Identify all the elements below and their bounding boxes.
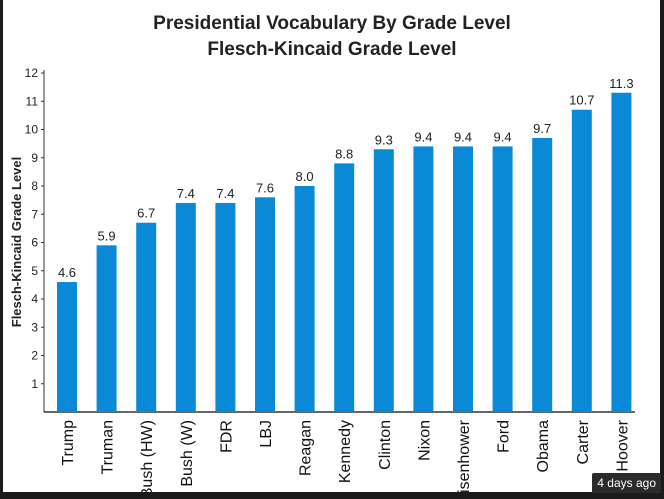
category-label: Trump: [60, 420, 77, 466]
data-label: 4.6: [58, 265, 76, 280]
category-label: Clinton: [377, 420, 394, 470]
bar: [611, 92, 632, 413]
chart-title: Presidential Vocabulary By Grade Level: [153, 13, 511, 34]
bar: [532, 137, 553, 412]
category-label: Ford: [496, 420, 513, 453]
category-label: Obama: [535, 420, 552, 473]
data-label: 9.4: [454, 129, 472, 144]
category-label: Bush (HW): [139, 420, 156, 492]
bar: [57, 282, 77, 412]
bar: [294, 186, 315, 412]
category-label: Truman: [100, 420, 117, 475]
category-label: Eisenhower: [456, 419, 473, 492]
bar: [255, 197, 275, 412]
data-label: 10.7: [569, 93, 594, 108]
bar: [571, 109, 592, 412]
chart-subtitle: Flesch-Kincaid Grade Level: [207, 39, 456, 60]
y-tick-label: 1: [31, 377, 38, 391]
y-tick-label: 7: [31, 207, 38, 221]
data-label: 7.6: [256, 180, 274, 195]
category-label: Kennedy: [337, 420, 354, 483]
bar: [373, 149, 394, 412]
data-label: 11.3: [609, 76, 633, 91]
category-label: Nixon: [416, 420, 433, 461]
category-label: Carter: [575, 419, 592, 464]
data-label: 5.9: [98, 228, 116, 243]
data-label: 9.4: [494, 129, 512, 144]
bar: [492, 146, 513, 412]
bar: [413, 146, 434, 412]
data-label: 9.7: [533, 121, 551, 136]
y-tick-label: 5: [31, 264, 38, 278]
data-label: 9.4: [414, 129, 432, 144]
bar: [136, 222, 157, 412]
data-label: 8.8: [335, 146, 353, 161]
bar-chart: Presidential Vocabulary By Grade Level F…: [9, 13, 635, 492]
data-label: 6.7: [137, 206, 155, 221]
chart-panel: Presidential Vocabulary By Grade Level F…: [3, 0, 660, 492]
data-label: 7.4: [177, 186, 195, 201]
y-tick-label: 6: [31, 236, 38, 250]
category-label: Bush (W): [179, 420, 196, 487]
y-tick-label: 8: [31, 179, 38, 193]
y-tick-label: 3: [31, 320, 38, 334]
data-label: 8.0: [296, 169, 314, 184]
bar: [96, 245, 117, 412]
y-tick-label: 2: [31, 349, 38, 363]
y-tick-label: 9: [31, 151, 38, 165]
category-label: LBJ: [258, 420, 275, 448]
time-badge: 4 days ago: [592, 473, 661, 493]
bar: [334, 163, 355, 412]
category-label: FDR: [218, 420, 235, 453]
bar: [175, 202, 196, 412]
y-tick-label: 4: [31, 292, 38, 306]
data-label: 9.3: [375, 132, 393, 147]
category-label: Reagan: [298, 420, 315, 476]
bar: [453, 146, 473, 412]
category-label: Hoover: [614, 419, 631, 471]
bar: [215, 202, 236, 412]
y-axis-label: Flesch-Kincaid Grade Level: [9, 157, 24, 328]
y-tick-label: 10: [25, 123, 39, 137]
y-tick-label: 12: [25, 66, 39, 80]
data-label: 7.4: [216, 186, 234, 201]
y-tick-label: 11: [26, 94, 39, 108]
